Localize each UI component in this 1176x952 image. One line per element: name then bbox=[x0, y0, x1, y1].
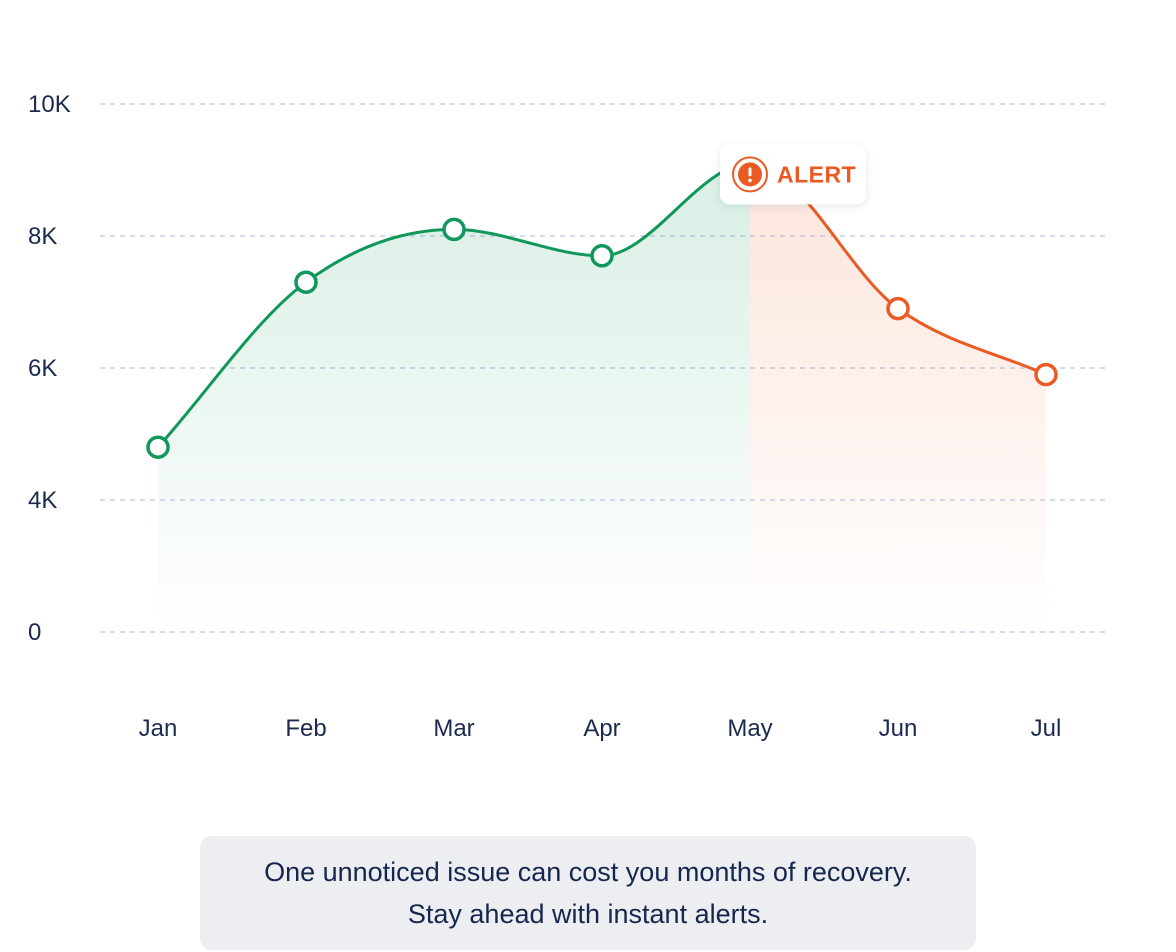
caption-line-2: Stay ahead with instant alerts. bbox=[407, 899, 769, 929]
x-tick-label: Mar bbox=[433, 715, 474, 742]
data-point bbox=[294, 270, 318, 294]
y-tick-label: 0 bbox=[28, 619, 41, 646]
y-tick-label: 10K bbox=[28, 91, 71, 118]
caption-box: One unnoticed issue can cost you months … bbox=[200, 836, 976, 950]
data-point bbox=[886, 296, 910, 321]
x-tick-label: Feb bbox=[285, 715, 326, 742]
x-tick-label: May bbox=[727, 715, 772, 742]
x-tick-label: Jan bbox=[139, 715, 178, 742]
alert-area-fill bbox=[750, 163, 1046, 632]
data-point bbox=[1034, 362, 1058, 387]
data-point bbox=[590, 244, 614, 268]
y-tick-label: 8K bbox=[28, 223, 57, 250]
caption-line-1: One unnoticed issue can cost you months … bbox=[264, 857, 912, 887]
data-point bbox=[442, 217, 466, 242]
alert-label: ALERT bbox=[777, 161, 856, 187]
alert-exclamation-stem bbox=[748, 167, 752, 177]
y-tick-label: 6K bbox=[28, 355, 57, 382]
normal-area-fill bbox=[158, 163, 750, 632]
data-point bbox=[146, 435, 170, 459]
line-chart: 0 4K 6K 8K 10K Jan Feb Mar Apr May Jun Jul ALERT bbox=[28, 91, 1106, 742]
x-tick-label: Jul bbox=[1031, 715, 1062, 742]
x-tick-label: Apr bbox=[583, 715, 620, 742]
x-tick-label: Jun bbox=[879, 715, 918, 742]
y-tick-label: 4K bbox=[28, 487, 57, 514]
alert-exclamation-dot bbox=[748, 178, 752, 183]
